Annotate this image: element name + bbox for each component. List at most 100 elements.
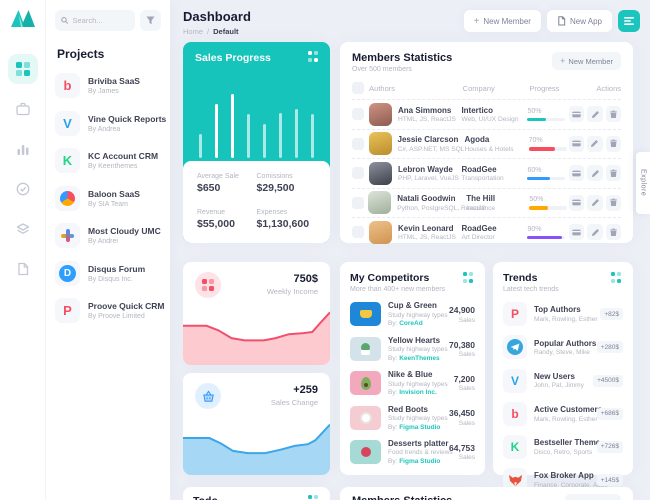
grid-icon <box>195 272 221 298</box>
file-icon[interactable] <box>8 254 38 284</box>
competitor-sales-unit: Sales <box>458 385 475 393</box>
trends-card: Trends Latest tech trends P Top Authors Ma… <box>493 262 633 493</box>
credit-card-action-button[interactable] <box>569 165 585 182</box>
briefcase-icon[interactable] <box>8 94 38 124</box>
trend-item[interactable]: Popular Authors Randy, Steve, Mike +280$ <box>503 335 623 360</box>
trash-action-button[interactable] <box>605 106 621 123</box>
member-field: Art Director <box>461 234 495 241</box>
trend-name: Fox Broker App <box>534 471 594 481</box>
breadcrumb-home[interactable]: Home <box>183 27 204 36</box>
layers-icon[interactable] <box>8 214 38 244</box>
project-item[interactable]: Baloon SaaS By SIA Team <box>55 185 161 211</box>
member-avatar <box>368 220 392 244</box>
project-item[interactable]: Most Cloudy UMC By Andrei <box>55 223 161 248</box>
competitor-item[interactable]: Yellow Hearts Study highway types By: Keen… <box>350 336 475 362</box>
row-checkbox[interactable] <box>352 137 364 150</box>
member-skills: C#, ASP.NET, MS SQL <box>397 145 465 153</box>
trend-item[interactable]: K Bestseller Theme Disco, Retro, Sports +72… <box>503 434 623 459</box>
trends-menu-dots-icon[interactable] <box>611 272 623 284</box>
trend-badge: +726$ <box>596 440 623 453</box>
pencil-action-button[interactable] <box>587 165 603 182</box>
partial-card-button[interactable] <box>565 494 621 500</box>
competitor-author: By: Figma Studio <box>388 457 441 465</box>
project-name: Proove Quick CRM <box>88 301 165 311</box>
todo-menu-dots-icon[interactable] <box>308 495 320 500</box>
competitor-name: Yellow Hearts <box>388 335 441 345</box>
member-row[interactable]: Jessie Clarcson C#, ASP.NET, MS SQL Agoda H… <box>352 128 621 159</box>
sales-stat: Comissions $29,500 <box>257 173 317 200</box>
trend-logo-icon: b <box>503 401 527 426</box>
competitor-author: By: Invision Inc. <box>388 389 437 397</box>
dashboard-icon[interactable] <box>7 54 38 84</box>
member-progress-label: 90% <box>527 225 542 233</box>
project-owner: By James <box>88 88 119 95</box>
member-row[interactable]: Ana Simmons HTML, JS, ReactJS Intertico Web… <box>352 99 621 129</box>
competitor-item[interactable]: Cup & Green Study highway types By: CoreAd… <box>350 301 475 327</box>
trend-item[interactable]: b Active Customers Mark, Rowling, Esther +6… <box>503 401 623 426</box>
pencil-action-button[interactable] <box>587 224 603 241</box>
sales-bar <box>231 94 234 158</box>
credit-card-icon <box>572 198 581 207</box>
credit-card-action-button[interactable] <box>569 224 585 241</box>
trash-action-button[interactable] <box>605 224 621 241</box>
credit-card-action-button[interactable] <box>569 106 585 123</box>
competitors-list: Cup & Green Study highway types By: CoreAd… <box>350 301 475 465</box>
weekly-income-area-chart <box>183 309 330 365</box>
trash-action-button[interactable] <box>605 165 621 182</box>
new-app-button[interactable]: New App <box>546 10 612 32</box>
members-new-member-button[interactable]: + New Member <box>552 52 621 70</box>
credit-card-action-button[interactable] <box>569 194 585 211</box>
project-item[interactable]: V Vine Quick Reports By Andrea <box>55 110 166 136</box>
project-item[interactable]: D Disqus Forum By Disqus Inc. <box>55 260 161 286</box>
competitor-sales-value: 36,450 <box>449 408 475 419</box>
trend-logo-icon: P <box>503 302 527 327</box>
row-checkbox[interactable] <box>352 108 364 121</box>
filter-button[interactable] <box>140 10 161 31</box>
member-row[interactable]: Kevin Leonard HTML, JS, ReactJS RoadGee Art… <box>352 217 621 247</box>
new-member-button[interactable]: + New Member <box>463 10 541 32</box>
trash-icon <box>609 139 618 148</box>
credit-card-action-button[interactable] <box>569 135 585 152</box>
todo-card-partial: Todo <box>183 487 330 500</box>
pencil-action-button[interactable] <box>587 194 603 211</box>
project-name: Baloon SaaS <box>88 188 140 199</box>
member-avatar <box>368 191 392 215</box>
competitors-menu-dots-icon[interactable] <box>463 272 475 284</box>
row-checkbox[interactable] <box>352 167 364 180</box>
sales-stat-label: Comissions <box>256 173 293 180</box>
competitor-name: Nike & Blue <box>388 370 433 380</box>
chart-bars-icon[interactable] <box>8 134 38 164</box>
trends-list: P Top Authors Mark, Rowling, Esther +82$ Pop… <box>503 302 623 493</box>
competitor-description: Study highway types <box>388 346 448 354</box>
row-checkbox[interactable] <box>352 196 364 209</box>
trend-name: Top Authors <box>534 305 581 315</box>
member-row[interactable]: Lebron Wayde PHP, Laravel, VueJS RoadGee Tr… <box>352 158 621 188</box>
project-item[interactable]: P Proove Quick CRM By Proove Limited <box>55 298 165 323</box>
member-row[interactable]: Natali Goodwin Python, PostgreSQL, ReactJ… <box>352 187 622 218</box>
competitor-item[interactable]: Red Boots Study highway types By: Figma St… <box>350 405 475 431</box>
project-item[interactable]: K KC Account CRM By Keenthemes <box>55 148 161 173</box>
row-checkbox[interactable] <box>352 226 364 239</box>
trend-badge: +686$ <box>596 407 623 420</box>
competitor-item[interactable]: Desserts platter Food trends & reviews By:… <box>350 439 475 465</box>
competitor-sales-unit: Sales <box>458 419 475 427</box>
sales-change-area-chart <box>183 419 330 475</box>
sales-menu-dots-icon[interactable] <box>308 51 320 63</box>
trash-action-button[interactable] <box>605 194 622 211</box>
search-input[interactable] <box>72 16 129 25</box>
trend-item[interactable]: V New Users John, Pat, Jimmy +4500$ <box>503 368 623 393</box>
member-company: RoadGee <box>461 223 497 233</box>
pencil-action-button[interactable] <box>587 135 603 152</box>
shield-check-icon[interactable] <box>8 174 38 204</box>
sales-stat-value: $55,000 <box>197 217 235 230</box>
project-item[interactable]: b Briviba SaaS By James <box>55 73 161 98</box>
explore-tab[interactable]: Explore <box>636 152 650 214</box>
select-all-checkbox[interactable] <box>352 82 364 94</box>
member-field: Houses & Hotels <box>464 145 514 153</box>
trash-action-button[interactable] <box>605 135 621 152</box>
pencil-action-button[interactable] <box>587 106 603 123</box>
trend-item[interactable]: P Top Authors Mark, Rowling, Esther +82$ <box>503 302 623 327</box>
quick-actions-button[interactable] <box>618 10 640 32</box>
competitor-item[interactable]: Nike & Blue Study highway types By: Invisi… <box>350 370 475 396</box>
main-content: Dashboard Home / Default + New Member Ne… <box>170 0 650 500</box>
